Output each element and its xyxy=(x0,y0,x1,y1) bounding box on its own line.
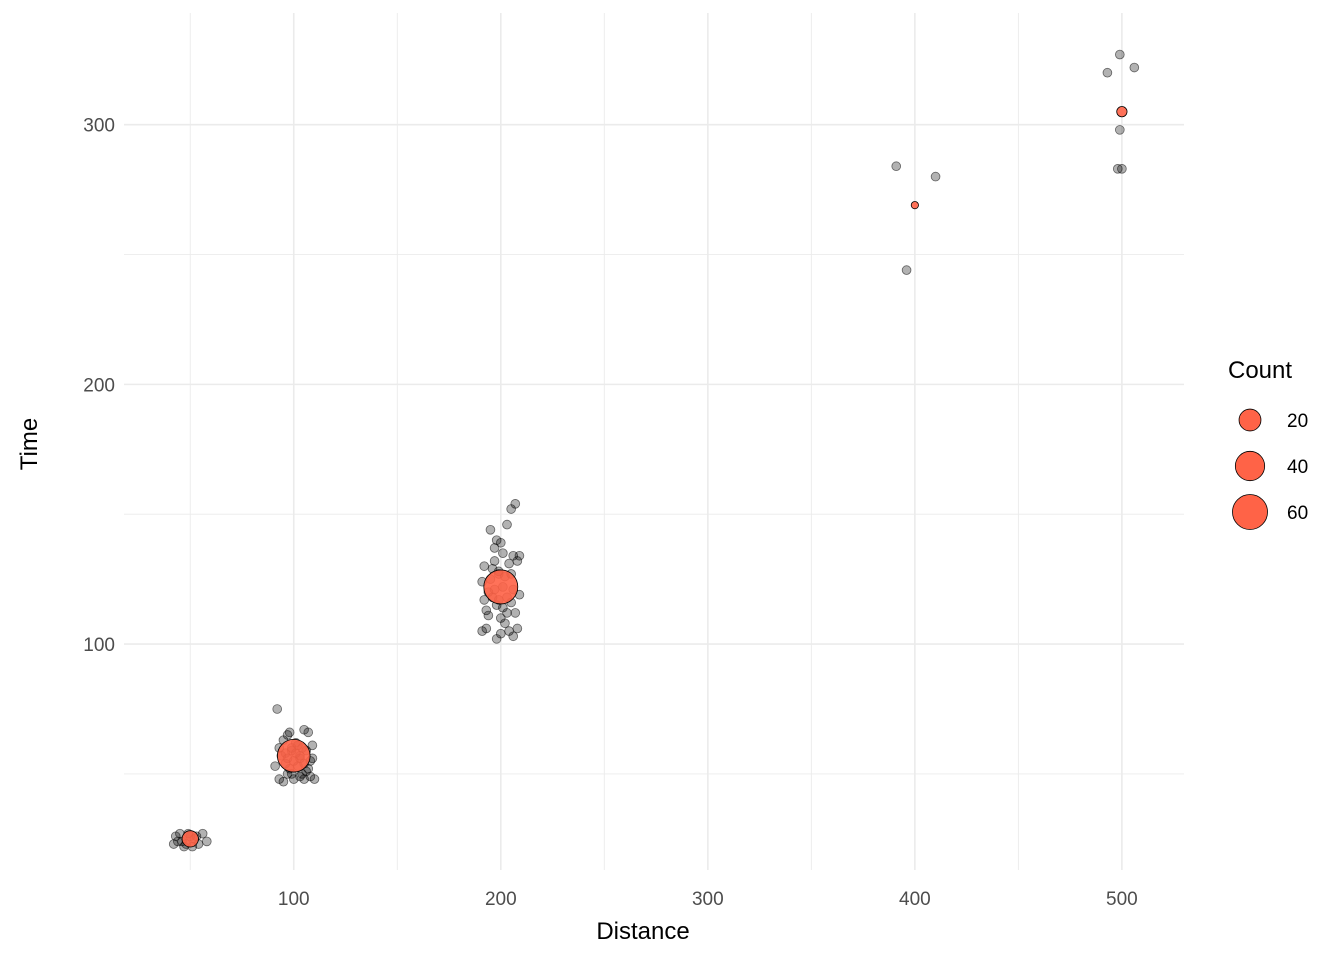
legend: Count 20 40 60 xyxy=(1228,357,1308,530)
summary-point xyxy=(910,201,919,210)
raw-point xyxy=(1102,67,1113,78)
raw-point xyxy=(508,631,519,642)
raw-point xyxy=(270,761,280,771)
raw-point xyxy=(479,561,490,571)
raw-point xyxy=(502,519,512,530)
raw-points-layer xyxy=(168,49,1140,852)
legend-key-circle xyxy=(1238,408,1262,432)
x-tick-label: 300 xyxy=(692,889,724,910)
x-axis-tick-labels: 100 200 300 400 500 xyxy=(278,889,1138,910)
raw-point xyxy=(1115,49,1125,60)
y-tick-label: 100 xyxy=(83,635,115,656)
legend-title: Count xyxy=(1228,357,1292,384)
raw-point xyxy=(512,623,523,634)
raw-point xyxy=(495,628,506,639)
raw-point xyxy=(1115,125,1125,135)
raw-point xyxy=(930,171,941,182)
raw-point xyxy=(303,727,314,738)
raw-point xyxy=(202,836,212,847)
legend-label: 40 xyxy=(1287,457,1308,478)
raw-point xyxy=(307,740,318,751)
raw-point xyxy=(278,776,289,787)
raw-point xyxy=(272,704,283,714)
raw-point xyxy=(284,727,295,738)
raw-point xyxy=(504,558,514,569)
raw-point xyxy=(489,556,500,566)
raw-point xyxy=(510,499,521,509)
summary-point xyxy=(181,830,199,848)
raw-point xyxy=(481,623,492,634)
raw-point xyxy=(498,548,508,558)
y-axis-title: Time xyxy=(16,418,43,470)
legend-key-circle xyxy=(1232,494,1268,530)
raw-point xyxy=(901,265,912,275)
summary-point xyxy=(1116,106,1128,118)
y-axis-tick-labels: 100 200 300 xyxy=(83,116,115,656)
raw-point xyxy=(512,556,523,566)
legend-entries: 20 40 60 xyxy=(1232,408,1308,530)
raw-point xyxy=(891,161,902,172)
summary-point xyxy=(277,739,311,773)
summary-points-layer xyxy=(181,106,1128,848)
raw-point xyxy=(299,774,309,784)
legend-label: 20 xyxy=(1287,411,1308,432)
raw-point xyxy=(1117,164,1127,174)
raw-point xyxy=(502,608,512,618)
grid-minor xyxy=(124,13,1184,870)
raw-point xyxy=(510,608,521,618)
raw-point xyxy=(309,774,320,784)
raw-point xyxy=(479,595,490,605)
x-axis-title: Distance xyxy=(596,918,689,945)
x-tick-label: 500 xyxy=(1106,889,1138,910)
raw-point xyxy=(483,610,494,621)
raw-point xyxy=(491,535,502,545)
raw-point xyxy=(485,524,496,535)
raw-point xyxy=(514,550,525,561)
y-tick-label: 200 xyxy=(83,375,115,396)
raw-point xyxy=(481,605,492,616)
x-tick-label: 400 xyxy=(899,889,931,910)
raw-point xyxy=(1129,62,1140,73)
legend-key-circle xyxy=(1234,450,1266,482)
x-tick-label: 100 xyxy=(278,889,310,910)
legend-label: 60 xyxy=(1287,503,1308,524)
grid-major xyxy=(124,13,1184,870)
raw-point xyxy=(500,618,510,629)
summary-point xyxy=(483,569,519,605)
raw-point xyxy=(489,543,500,553)
x-tick-label: 200 xyxy=(485,889,517,910)
y-tick-label: 300 xyxy=(83,116,115,137)
